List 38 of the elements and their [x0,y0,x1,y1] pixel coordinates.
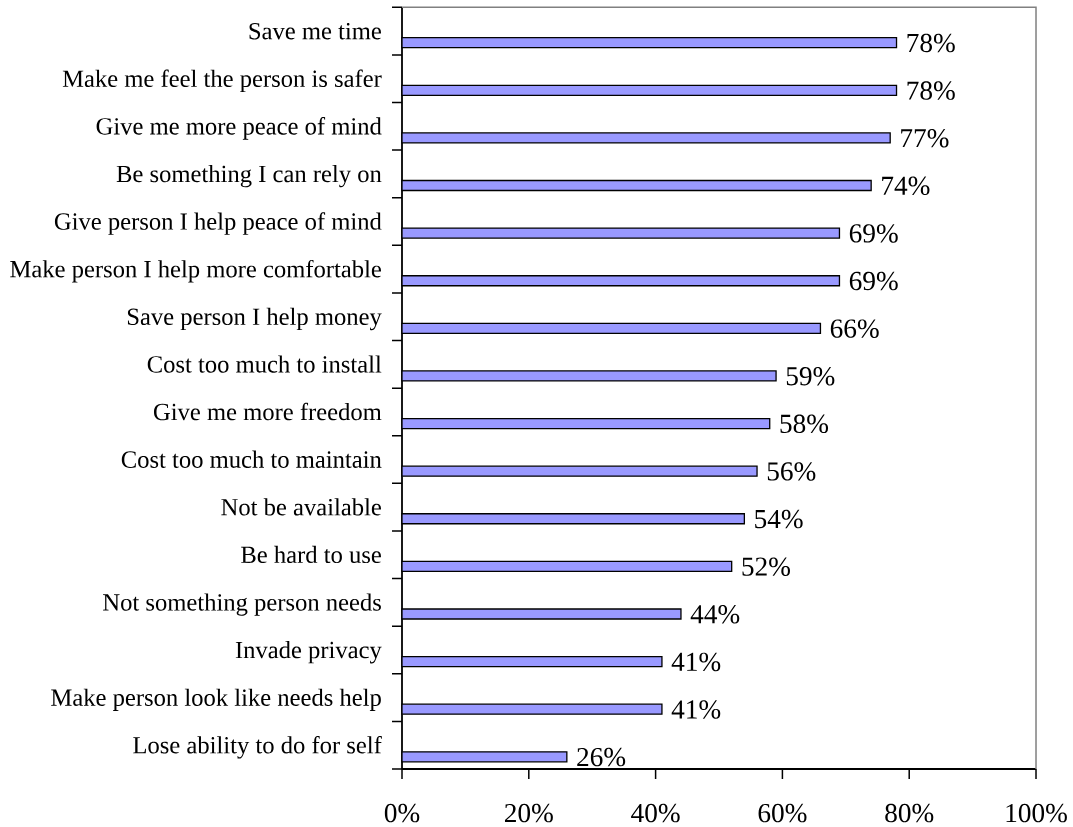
data-label: 74% [882,176,930,196]
data-label: 78% [907,81,955,100]
data-label: 77% [901,128,949,148]
y-tick-label: Save me time [249,22,381,40]
y-tick-label: Lose ability to do for self [133,735,382,759]
data-label: 78% [907,33,955,53]
y-tick-label: Give me more freedom [153,402,382,421]
y-tick-label: Cost too much to maintain [121,450,382,468]
y-tick-label: Invade privacy [235,641,382,664]
data-label: 69% [849,271,898,291]
x-tick-label: 40% [631,803,680,823]
data-label: 59% [786,366,835,386]
y-tick-label: Make person look like needs help [51,688,381,711]
data-label: 54% [755,509,803,529]
x-tick-label: 20% [504,803,553,823]
y-tick-label: Cost too much to install [147,355,382,373]
x-tick-label: 80% [885,803,934,823]
data-label: 66% [830,319,879,338]
y-tick-label: Make me feel the person is safer [62,69,382,93]
y-tick-label: Be something I can rely on [116,164,382,188]
y-tick-label: Not be available [221,498,381,516]
data-label: 41% [671,652,721,672]
y-tick-label: Be hard to use [241,545,381,564]
y-tick-label: Not something person needs [103,593,381,616]
y-tick-label: Make person I help more comfortable [10,259,381,283]
data-label: 26% [577,747,626,767]
x-tick-label: 100% [1006,803,1067,823]
y-tick-label: Give me more peace of mind [96,117,382,140]
x-tick-label: 60% [758,803,807,823]
data-label: 69% [849,224,898,243]
data-label: 41% [671,700,721,719]
y-tick-label: Give person I help peace of mind [54,212,382,235]
data-label: 44% [690,605,740,624]
x-tick-label: 0% [384,803,420,823]
data-label: 52% [742,557,790,576]
y-tick-label: Save person I help money [127,307,382,331]
data-label: 58% [780,414,829,434]
data-label: 56% [767,462,816,481]
